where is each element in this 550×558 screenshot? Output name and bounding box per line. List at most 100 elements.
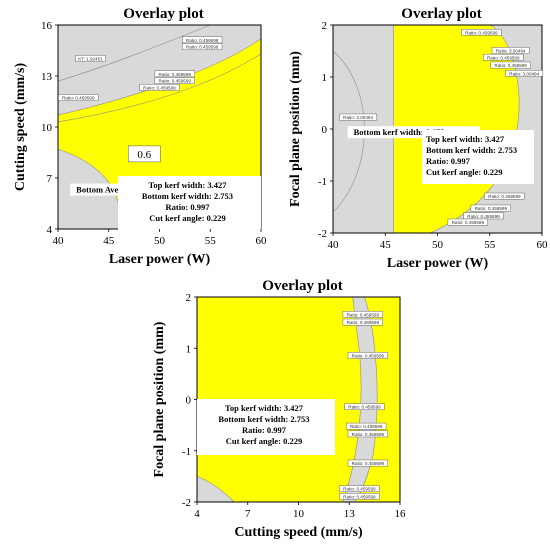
contour-label-box [505,70,544,77]
x-tick-label: 45 [380,239,392,251]
y-tick-label: 16 [41,20,53,32]
contour-label-box [491,47,530,54]
contour-label: Ratio: 0.459599 [62,96,95,101]
contour-label-box [347,430,388,438]
annotation-box [128,145,161,163]
contour-label: Ratio: 0.459599 [186,38,219,43]
y-tick-label: -2 [318,228,327,240]
flag-label: Bottom kerf width: 9.653 [354,127,445,137]
x-axis-label: Laser power (W) [387,256,489,271]
y-tick-label: 4 [47,224,53,236]
x-tick-label: 13 [344,508,356,520]
x-tick-label: 60 [256,235,268,247]
contour-label: Ratio: 0.459599 [475,206,508,211]
x-tick-label: 50 [154,235,166,247]
x-tick-label: 55 [205,235,217,247]
y-tick-label: 0 [186,395,192,407]
contour-label: Ratio: 3.00494 [496,49,526,54]
summary-line: Bottom kerf width: 2.753 [142,191,233,201]
y-axis-label: Cutting speed (mm/s) [13,63,28,192]
contour-label-box [447,218,488,226]
contour-label: Ratio: 0.459599 [343,487,376,492]
summary-line: Cut kerf angle: 0.229 [426,167,503,177]
x-tick-label: 60 [537,239,549,251]
contour-label-box [75,55,106,62]
contour-label-box [470,204,511,212]
contour-label-box [461,29,502,36]
y-axis-label: Focal plane position (mm) [152,321,167,477]
contour-label: KT: 1.92451 [78,57,103,62]
y-tick-label: -1 [182,446,191,458]
contour-label-box [484,192,525,200]
x-axis-label: Laser power (W) [109,252,211,267]
y-tick-label: 10 [41,122,53,134]
contour-label-box [182,43,223,50]
x-tick-label: 45 [103,235,115,247]
x-tick-label: 55 [484,239,496,251]
contour-label: Ratio: 0.459599 [159,79,192,84]
x-axis-label: Cutting speed (mm/s) [234,525,363,540]
x-tick-label: 7 [245,508,251,520]
summary-line: Ratio: 0.997 [242,425,287,435]
contour-label: Ratio: 0.459599 [488,194,521,199]
summary-line: Top kerf width: 3.427 [225,403,304,413]
contour-label: Ratio: 0.459599 [494,63,527,68]
contour-label-box [344,403,385,410]
summary-line: Cut kerf angle: 0.229 [149,213,226,223]
y-tick-label: 7 [47,173,53,185]
summary-line: Bottom kerf width: 2.753 [426,145,517,155]
contour-label: Ratio: 0.459599 [343,494,376,499]
contour-label: Ratio: 0.459599 [347,320,380,325]
contour-label-box [339,113,377,121]
chart-title: Overlay plot [262,278,342,294]
contour-label: Ratio: 0.459599 [143,85,176,90]
chart-title: Overlay plot [123,6,203,22]
plot-3: Ratio: 0.459599 Ratio: 0.459599 Ratio: 0.4… [152,278,406,540]
contour-label: Ratio: 0.459599 [487,55,520,60]
y-tick-label: 0 [322,124,328,136]
contour-label-box [139,84,180,91]
summary-line: Ratio: 0.997 [426,156,471,166]
x-tick-label: 40 [53,235,65,247]
contour-label-box [347,352,388,359]
x-tick-label: 10 [293,508,305,520]
y-axis-label: Focal plane position (mm) [288,51,303,207]
chart-title: Overlay plot [401,6,481,22]
contour-label-box [347,459,388,467]
x-tick-label: 16 [395,508,407,520]
contour-label-box [342,318,383,326]
y-tick-label: 13 [41,71,53,83]
y-tick-label: 1 [322,72,328,84]
summary-line: Cut kerf angle: 0.229 [226,436,303,446]
contour-label: Ratio: 0.459599 [159,72,192,77]
contour-label: Ratio: 0.459599 [186,45,219,50]
contour-label-box [342,311,383,318]
contour-label-box [339,493,380,500]
summary-box [197,399,335,455]
summary-line: Ratio: 0.997 [166,202,211,212]
y-tick-label: -2 [182,497,191,509]
contour-label-box [154,70,195,78]
contour-label: Ratio: 3.00494 [509,71,539,76]
contour-label: Ratio: 0.459599 [465,30,498,35]
summary-line: Bottom kerf width: 2.753 [218,414,309,424]
contour-label: Ratio: 0.459599 [347,312,380,317]
x-tick-label: 40 [328,239,340,251]
x-tick-label: 4 [194,508,200,520]
contour-label-box [339,485,380,492]
contour-line [57,53,262,123]
contour-label-box [490,61,531,69]
summary-line: Top kerf width: 3.427 [148,180,227,190]
summary-line: Top kerf width: 3.427 [426,134,505,144]
y-tick-label: 2 [322,20,328,32]
contour-label: Ratio: 0.459599 [467,214,500,219]
contour-label: Ratio: 0.459599 [352,353,385,358]
contour-label: Ratio: 0.459599 [352,461,385,466]
contour-label: Ratio: 0.459599 [348,405,381,410]
contour-label: Ratio: 3.00494 [343,115,373,120]
contour-label-box [182,36,223,44]
contour-label-box [154,77,195,84]
